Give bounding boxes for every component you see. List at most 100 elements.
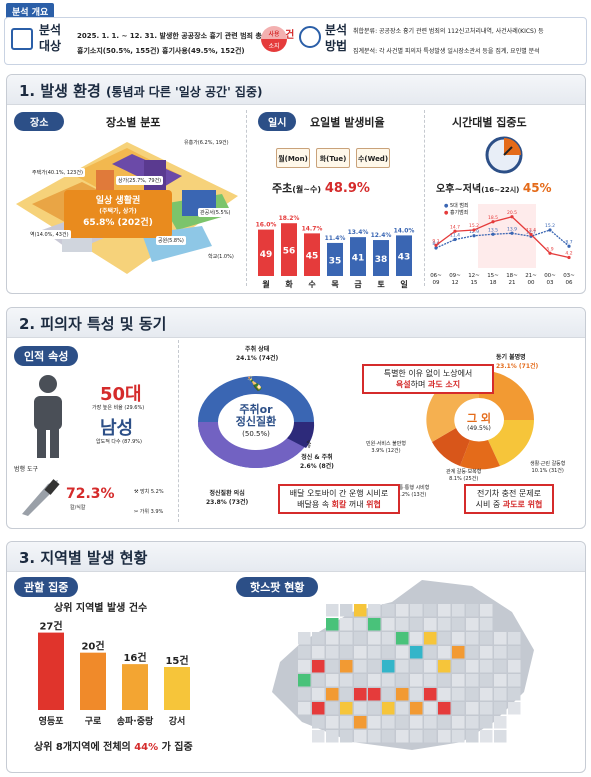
map-cell bbox=[438, 604, 451, 617]
time-tick-label: 00~ bbox=[544, 273, 556, 279]
map-cell bbox=[326, 702, 339, 715]
map-cell bbox=[340, 604, 353, 617]
map-cell bbox=[368, 730, 381, 743]
time-point-label: 12.7 bbox=[526, 229, 536, 235]
map-cell bbox=[396, 604, 409, 617]
map-cell bbox=[424, 716, 437, 729]
region-bar-value: 16건 bbox=[123, 651, 146, 664]
day-bar bbox=[327, 242, 343, 276]
map-cell bbox=[466, 688, 479, 701]
knife-value: 72.3% bbox=[66, 486, 115, 502]
region-bar-value: 20건 bbox=[81, 640, 104, 653]
time-point-label: 13.9 bbox=[507, 226, 517, 232]
place-label-entertainment: 유흥가(6.2%, 19건) bbox=[182, 138, 231, 147]
time-tick-label: 12~ bbox=[468, 273, 480, 279]
pie-center: 주취or 정신질환 bbox=[235, 403, 277, 428]
day-bar bbox=[350, 237, 366, 276]
scissors-icon: ✂ bbox=[134, 509, 139, 515]
map-cell bbox=[508, 674, 521, 687]
map-cell bbox=[494, 716, 507, 729]
hotspot-cell bbox=[354, 604, 367, 617]
time-legend: ● 5대 범죄 ● 흉기범죄 bbox=[444, 203, 469, 216]
map-cell bbox=[382, 618, 395, 631]
map-cell bbox=[438, 674, 451, 687]
map-cell bbox=[382, 646, 395, 659]
method-line1: 취합분류: 공공장소 흉기 관련 범죄의 112신고처리내역, 사건사례(KIC… bbox=[353, 28, 544, 35]
time-line-chart: 8.011.412.913.513.912.715.28.79.114.715.… bbox=[430, 204, 575, 286]
map-cell bbox=[410, 604, 423, 617]
donut-label-neighbor: 생활·근린 갈등형 10.1% (31건) bbox=[530, 461, 566, 474]
daily-life-box: 일상 생활권 (주택가, 상가) 65.8% (202건) bbox=[64, 190, 172, 238]
map-cell bbox=[508, 646, 521, 659]
day-tick-label: 토 bbox=[377, 280, 385, 289]
day-tick-label: 금 bbox=[354, 280, 362, 289]
map-cell bbox=[410, 618, 423, 631]
map-cell bbox=[480, 702, 493, 715]
time-tick-label: 15 bbox=[471, 280, 478, 286]
method-label: 분석 방법 bbox=[325, 23, 348, 53]
map-cell bbox=[354, 730, 367, 743]
map-cell bbox=[340, 730, 353, 743]
map-cell bbox=[494, 660, 507, 673]
map-cell bbox=[466, 618, 479, 631]
hotspot-cell bbox=[452, 646, 465, 659]
map-cell bbox=[438, 646, 451, 659]
map-cell bbox=[424, 604, 437, 617]
map-cell bbox=[340, 688, 353, 701]
map-cell bbox=[312, 674, 325, 687]
time-point-label: 5.9 bbox=[546, 246, 553, 252]
badge-wed: 수(Wed) bbox=[356, 148, 390, 168]
place-label-office: 관공서(5.5%) bbox=[198, 208, 233, 217]
place-label-station: 역(14.0%, 43건) bbox=[28, 230, 71, 239]
day-title: 요일별 발생비율 bbox=[310, 116, 385, 129]
split-circle: 사용 소지 bbox=[261, 26, 287, 52]
map-cell bbox=[298, 688, 311, 701]
time-summary: 오후~저녁(16~22시) 45% bbox=[436, 181, 552, 195]
day-bar-count: 56 bbox=[283, 247, 296, 257]
hammer-icon: ⚒ bbox=[134, 489, 139, 495]
person-icon bbox=[28, 374, 68, 462]
hotspot-cell bbox=[438, 702, 451, 715]
map-cell bbox=[438, 730, 451, 743]
map-cell bbox=[396, 646, 409, 659]
time-series-line bbox=[435, 229, 570, 249]
region-footer: 상위 8개지역에 전체의 44% 가 집중 bbox=[34, 742, 193, 753]
gender-value: 남성 bbox=[100, 418, 134, 439]
map-cell bbox=[340, 674, 353, 687]
map-cell bbox=[298, 646, 311, 659]
map-cell bbox=[494, 730, 507, 743]
day-tick-label: 수 bbox=[308, 280, 316, 289]
map-cell bbox=[480, 730, 493, 743]
hotspot-cell bbox=[424, 632, 437, 645]
overview-panel: 분석 대상 2025. 1. 1. ~ 12. 31. 발생한 공공장소 흉기 … bbox=[4, 17, 587, 65]
map-cell bbox=[326, 730, 339, 743]
map-cell bbox=[382, 604, 395, 617]
day-bar-count: 35 bbox=[329, 256, 342, 266]
map-cell bbox=[368, 660, 381, 673]
bottle-icon: 🍾 bbox=[246, 376, 264, 392]
map-cell bbox=[452, 688, 465, 701]
map-cell bbox=[494, 632, 507, 645]
map-cell bbox=[508, 632, 521, 645]
person-pill: 인적 속성 bbox=[14, 346, 79, 366]
place-title: 장소별 분포 bbox=[106, 116, 161, 129]
map-cell bbox=[410, 688, 423, 701]
time-point-label: 11.4 bbox=[450, 233, 460, 239]
hotspot-cell bbox=[340, 702, 353, 715]
hotspot-cell bbox=[382, 702, 395, 715]
day-bar-count: 38 bbox=[375, 255, 388, 265]
map-cell bbox=[424, 674, 437, 687]
region-tick-label: 송파·중랑 bbox=[117, 715, 154, 727]
target-label: 분석 대상 bbox=[39, 23, 62, 53]
map-cell bbox=[340, 646, 353, 659]
map-cell bbox=[396, 660, 409, 673]
time-tick-label: 21~ bbox=[525, 273, 537, 279]
tool-label: 범행 도구 bbox=[14, 466, 38, 473]
time-tick-label: 03~ bbox=[563, 273, 575, 279]
time-tick-label: 06~ bbox=[430, 273, 442, 279]
time-point-label: 20.5 bbox=[507, 210, 517, 216]
donut-slice-relation bbox=[460, 440, 500, 470]
hotspot-cell bbox=[396, 632, 409, 645]
badge-tue: 화(Tue) bbox=[316, 148, 350, 168]
